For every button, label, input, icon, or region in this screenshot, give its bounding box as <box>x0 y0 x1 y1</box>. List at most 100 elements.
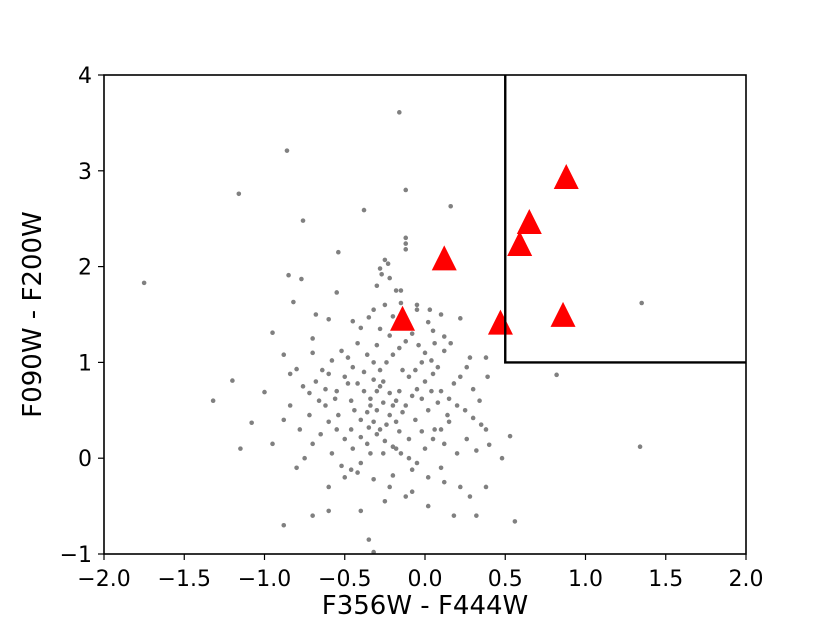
scatter-point <box>284 148 290 153</box>
scatter-point <box>441 334 447 339</box>
scatter-point <box>422 446 428 451</box>
scatter-point <box>483 484 489 490</box>
scatter-point <box>380 451 386 456</box>
x-tick-label: 2.0 <box>729 567 764 592</box>
x-axis-label: F356W - F444W <box>322 591 529 621</box>
scatter-point <box>427 307 433 313</box>
scatter-point <box>358 325 364 331</box>
x-tick-label: −1.5 <box>158 567 211 592</box>
y-tick-label: 1 <box>78 351 92 376</box>
scatter-point <box>310 350 315 356</box>
scatter-point <box>397 388 402 394</box>
scatter-point <box>318 431 323 437</box>
scatter-point <box>406 436 412 442</box>
scatter-point <box>374 408 380 413</box>
scatter-point <box>334 290 340 295</box>
scatter-point <box>409 393 415 399</box>
scatter-point <box>387 333 392 338</box>
x-tick-label: 1.5 <box>648 567 683 592</box>
scatter-point <box>310 513 315 518</box>
scatter-point <box>398 288 404 293</box>
scatter-point <box>310 336 315 341</box>
scatter-point <box>403 235 409 241</box>
plot-frame <box>103 74 747 555</box>
scatter-point <box>323 403 328 408</box>
scatter-point <box>326 371 332 377</box>
scatter-point <box>385 261 391 267</box>
scatter-point <box>430 436 436 442</box>
scatter-point <box>313 379 319 384</box>
scatter-point <box>342 475 348 480</box>
scatter-point <box>364 441 370 447</box>
scatter-point <box>210 398 216 404</box>
scatter-point <box>387 390 392 396</box>
scatter-point <box>425 408 431 413</box>
scatter-point <box>358 417 364 423</box>
scatter-point <box>454 403 460 408</box>
scatter-point <box>477 398 482 404</box>
scatter-point <box>366 315 372 320</box>
scatter-point <box>382 302 388 308</box>
triangle-point <box>390 305 416 331</box>
scatter-point <box>470 415 476 421</box>
scatter-point <box>287 371 293 377</box>
scatter-point <box>329 358 335 363</box>
scatter-point <box>393 288 399 293</box>
scatter-point <box>441 441 447 447</box>
scatter-point <box>403 403 409 408</box>
scatter-point <box>334 427 340 432</box>
x-tick-label: −1.0 <box>238 567 291 592</box>
y-tick-label: −1 <box>60 543 92 568</box>
scatter-point <box>380 400 386 405</box>
scatter-point <box>430 371 436 377</box>
scatter-point <box>384 360 389 365</box>
scatter-point <box>384 422 389 427</box>
triangle-point <box>487 309 513 335</box>
scatter-point <box>483 355 489 360</box>
scatter-point <box>350 446 356 451</box>
scatter-point <box>451 513 457 518</box>
scatter-point <box>470 386 476 392</box>
scatter-point <box>236 191 242 197</box>
scatter-point <box>474 513 479 518</box>
scatter-point <box>316 398 322 404</box>
scatter-point <box>364 352 370 358</box>
x-tick-label: 0.5 <box>488 567 523 592</box>
scatter-point <box>326 316 332 322</box>
scatter-point <box>377 266 383 271</box>
scatter-point <box>334 388 340 394</box>
scatter-point <box>464 364 470 370</box>
scatter-point <box>435 364 441 370</box>
scatter-point <box>499 455 505 461</box>
scatter-point <box>348 427 354 432</box>
scatter-point <box>374 342 380 348</box>
tick-layer: −2.0 −1.5 −1.0 −0.5 0.0 0.5 1.0 1.5 2.0 −1 0 1 2 3 4 <box>60 64 764 592</box>
scatter-point <box>270 330 275 336</box>
scatter-point <box>478 422 484 427</box>
x-tick-label: −0.5 <box>318 567 371 592</box>
scatter-point <box>414 307 420 313</box>
scatter-point <box>458 484 463 490</box>
scatter-point <box>403 247 409 252</box>
scatter-point <box>307 412 312 418</box>
scatter-point <box>350 364 356 370</box>
scatter-point <box>366 425 372 430</box>
x-tick-label: 1.0 <box>568 567 603 592</box>
scatter-point <box>416 342 421 348</box>
scatter-point <box>413 367 418 373</box>
scatter-point <box>485 374 490 380</box>
x-tick-label: 0.0 <box>408 567 443 592</box>
scatter-point <box>379 271 384 277</box>
scatter-point <box>310 441 315 447</box>
series-1 <box>390 163 579 335</box>
scatter-point <box>464 436 470 442</box>
scatter-point <box>345 355 351 360</box>
scatter-point <box>397 429 402 434</box>
scatter-point <box>419 360 425 365</box>
scatter-point <box>377 367 383 373</box>
scatter-point <box>339 348 344 354</box>
scatter-point <box>326 508 332 514</box>
scatter-point <box>326 419 332 425</box>
scatter-point <box>355 381 360 386</box>
